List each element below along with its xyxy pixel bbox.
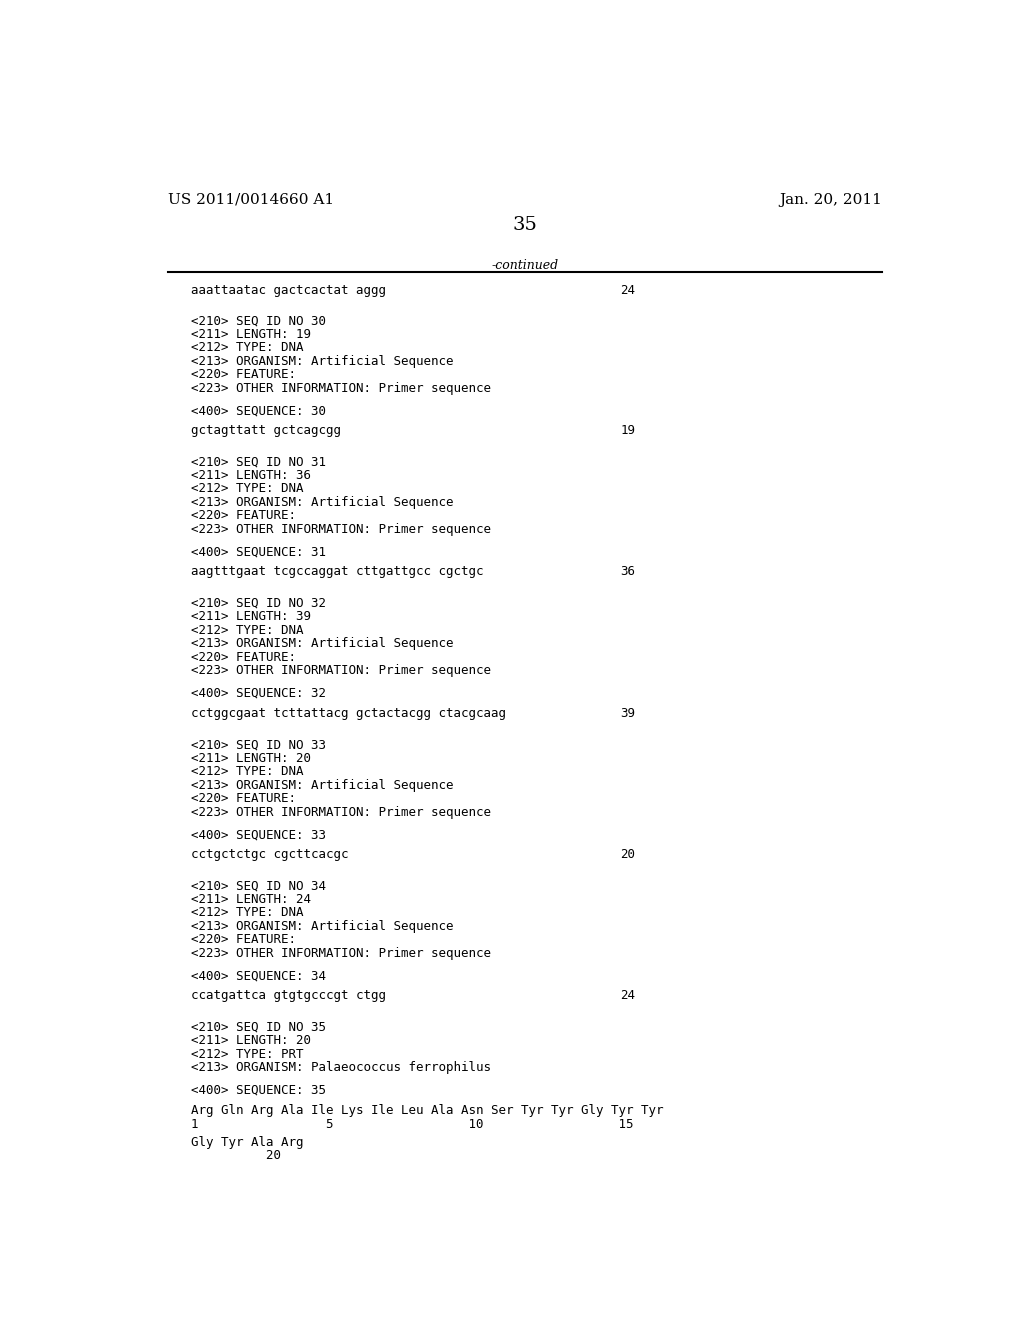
Text: <213> ORGANISM: Artificial Sequence: <213> ORGANISM: Artificial Sequence (191, 496, 454, 510)
Text: <210> SEQ ID NO 30: <210> SEQ ID NO 30 (191, 314, 327, 327)
Text: 39: 39 (620, 706, 635, 719)
Text: <220> FEATURE:: <220> FEATURE: (191, 368, 297, 381)
Text: <212> TYPE: DNA: <212> TYPE: DNA (191, 766, 304, 777)
Text: <213> ORGANISM: Artificial Sequence: <213> ORGANISM: Artificial Sequence (191, 638, 454, 651)
Text: 24: 24 (620, 284, 635, 297)
Text: <213> ORGANISM: Artificial Sequence: <213> ORGANISM: Artificial Sequence (191, 920, 454, 933)
Text: <220> FEATURE:: <220> FEATURE: (191, 933, 297, 946)
Text: <212> TYPE: DNA: <212> TYPE: DNA (191, 341, 304, 354)
Text: aaattaatac gactcactat aggg: aaattaatac gactcactat aggg (191, 284, 386, 297)
Text: Gly Tyr Ala Arg: Gly Tyr Ala Arg (191, 1137, 304, 1148)
Text: 24: 24 (620, 989, 635, 1002)
Text: <400> SEQUENCE: 34: <400> SEQUENCE: 34 (191, 969, 327, 982)
Text: 20: 20 (191, 1150, 282, 1163)
Text: cctggcgaat tcttattacg gctactacgg ctacgcaag: cctggcgaat tcttattacg gctactacgg ctacgca… (191, 706, 507, 719)
Text: <400> SEQUENCE: 31: <400> SEQUENCE: 31 (191, 545, 327, 558)
Text: aagtttgaat tcgccaggat cttgattgcc cgctgc: aagtttgaat tcgccaggat cttgattgcc cgctgc (191, 565, 484, 578)
Text: 1                 5                  10                  15: 1 5 10 15 (191, 1118, 634, 1131)
Text: 36: 36 (620, 565, 635, 578)
Text: 19: 19 (620, 424, 635, 437)
Text: <210> SEQ ID NO 35: <210> SEQ ID NO 35 (191, 1020, 327, 1034)
Text: <223> OTHER INFORMATION: Primer sequence: <223> OTHER INFORMATION: Primer sequence (191, 805, 492, 818)
Text: <400> SEQUENCE: 35: <400> SEQUENCE: 35 (191, 1084, 327, 1097)
Text: <210> SEQ ID NO 31: <210> SEQ ID NO 31 (191, 455, 327, 469)
Text: <223> OTHER INFORMATION: Primer sequence: <223> OTHER INFORMATION: Primer sequence (191, 381, 492, 395)
Text: gctagttatt gctcagcgg: gctagttatt gctcagcgg (191, 424, 341, 437)
Text: <212> TYPE: DNA: <212> TYPE: DNA (191, 624, 304, 636)
Text: <210> SEQ ID NO 32: <210> SEQ ID NO 32 (191, 597, 327, 610)
Text: <212> TYPE: DNA: <212> TYPE: DNA (191, 907, 304, 919)
Text: <400> SEQUENCE: 32: <400> SEQUENCE: 32 (191, 686, 327, 700)
Text: <400> SEQUENCE: 30: <400> SEQUENCE: 30 (191, 404, 327, 417)
Text: <211> LENGTH: 36: <211> LENGTH: 36 (191, 469, 311, 482)
Text: <213> ORGANISM: Palaeococcus ferrophilus: <213> ORGANISM: Palaeococcus ferrophilus (191, 1061, 492, 1074)
Text: cctgctctgc cgcttcacgc: cctgctctgc cgcttcacgc (191, 847, 349, 861)
Text: <211> LENGTH: 20: <211> LENGTH: 20 (191, 1034, 311, 1047)
Text: <400> SEQUENCE: 33: <400> SEQUENCE: 33 (191, 828, 327, 841)
Text: <223> OTHER INFORMATION: Primer sequence: <223> OTHER INFORMATION: Primer sequence (191, 523, 492, 536)
Text: 35: 35 (512, 216, 538, 235)
Text: <211> LENGTH: 19: <211> LENGTH: 19 (191, 327, 311, 341)
Text: <213> ORGANISM: Artificial Sequence: <213> ORGANISM: Artificial Sequence (191, 779, 454, 792)
Text: 20: 20 (620, 847, 635, 861)
Text: ccatgattca gtgtgcccgt ctgg: ccatgattca gtgtgcccgt ctgg (191, 989, 386, 1002)
Text: <211> LENGTH: 39: <211> LENGTH: 39 (191, 610, 311, 623)
Text: <211> LENGTH: 24: <211> LENGTH: 24 (191, 892, 311, 906)
Text: <212> TYPE: DNA: <212> TYPE: DNA (191, 482, 304, 495)
Text: <223> OTHER INFORMATION: Primer sequence: <223> OTHER INFORMATION: Primer sequence (191, 946, 492, 960)
Text: Arg Gln Arg Ala Ile Lys Ile Leu Ala Asn Ser Tyr Tyr Gly Tyr Tyr: Arg Gln Arg Ala Ile Lys Ile Leu Ala Asn … (191, 1105, 664, 1118)
Text: <220> FEATURE:: <220> FEATURE: (191, 510, 297, 523)
Text: <212> TYPE: PRT: <212> TYPE: PRT (191, 1048, 304, 1061)
Text: <211> LENGTH: 20: <211> LENGTH: 20 (191, 751, 311, 764)
Text: -continued: -continued (492, 259, 558, 272)
Text: <210> SEQ ID NO 34: <210> SEQ ID NO 34 (191, 879, 327, 892)
Text: <223> OTHER INFORMATION: Primer sequence: <223> OTHER INFORMATION: Primer sequence (191, 664, 492, 677)
Text: US 2011/0014660 A1: US 2011/0014660 A1 (168, 193, 334, 207)
Text: <220> FEATURE:: <220> FEATURE: (191, 792, 297, 805)
Text: <220> FEATURE:: <220> FEATURE: (191, 651, 297, 664)
Text: <213> ORGANISM: Artificial Sequence: <213> ORGANISM: Artificial Sequence (191, 355, 454, 368)
Text: <210> SEQ ID NO 33: <210> SEQ ID NO 33 (191, 738, 327, 751)
Text: Jan. 20, 2011: Jan. 20, 2011 (779, 193, 882, 207)
